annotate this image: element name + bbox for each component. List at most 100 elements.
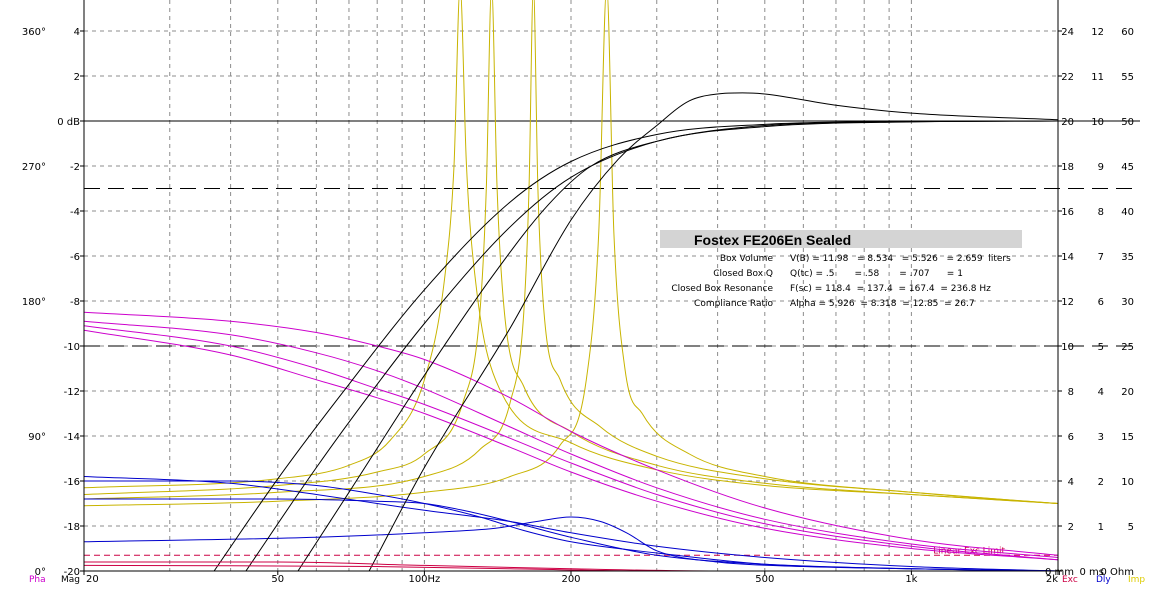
axis-key-dly: Dly [1096,575,1111,585]
right-tick-label: 18 [1061,162,1074,173]
right-tick-label: 55 [1121,72,1134,83]
right-tick-label: 10 [1061,342,1074,353]
axis-keys: Pha Mag Exc Dly Imp [29,575,1145,585]
info-row-values: F(sc) = 118.4 = 137.4 = 167.4 = 236.8 Hz [790,284,991,294]
info-box-title: Fostex FE206En Sealed [694,232,851,248]
right-tick-label: 12 [1091,27,1104,38]
excursion-limit-label: Linear Exc Limit [933,546,1005,556]
delay-curve [84,476,1058,571]
right-tick-label: 3 [1098,432,1104,443]
right-tick-label: 5 [1098,342,1104,353]
frequency-tick-label: 2k [1046,574,1058,585]
magnitude-tick-label: -8 [70,297,80,308]
right-tick-label: 0 mm [1045,567,1074,578]
info-row-label: Closed Box Resonance [671,284,773,294]
right-tick-label: 40 [1121,207,1134,218]
right-tick-label: 0 Ohm [1101,567,1135,578]
frequency-tick-label: 200 [561,574,580,585]
frequency-tick-label: 1k [905,574,917,585]
magnitude-tick-label: -20 [64,567,80,578]
right-tick-label: 45 [1121,162,1134,173]
magnitude-tick-label: 2 [74,72,80,83]
right-tick-label: 5 [1128,522,1134,533]
impedance-curve [84,0,1058,504]
magnitude-tick-label: -6 [70,252,80,263]
frequency-tick-label: 100Hz [408,574,440,585]
right-tick-label: 2 [1068,522,1074,533]
phase-curve [84,320,1058,558]
info-row-values: Alpha = 5.926 = 8.318 = 12.85 = 26.7 [790,299,975,309]
right-tick-label: 0 ms [1080,567,1105,578]
impedance-curve [84,0,1058,504]
info-row-label: Box Volume [720,254,774,264]
impedance-curve [84,0,1058,507]
excursion-curve [84,564,1058,571]
phase-axis: 360° 270° 180° 90° 0° [22,27,46,578]
info-row-values: V(B) = 11.98 = 8.534 = 5.526 = 2.659 lit… [790,254,1011,264]
right-tick-label: 8 [1098,207,1104,218]
info-row-label: Compliance Ratio [694,299,773,309]
right-tick-label: 1 [1098,522,1104,533]
magnitude-tick-label: -14 [64,432,80,443]
magnitude-tick-label: 0 dB [57,117,80,128]
info-row: Closed Box Resonance F(sc) = 118.4 = 137… [671,284,991,294]
right-tick-label: 9 [1098,162,1104,173]
phase-tick-label: 270° [22,162,46,173]
phase-curve [84,311,1058,556]
right-tick-label: 16 [1061,207,1074,218]
curves [84,0,1058,571]
axis-key-imp: Imp [1128,575,1145,585]
info-row: Closed Box Q Q(tc) = .5 = .58 = .707 = 1 [713,269,963,279]
axis-key-exc: Exc [1062,575,1078,585]
phase-curve [84,329,1058,561]
frequency-axis: 20 50 100Hz 200 500 1k 2k [83,571,1059,585]
frequency-tick-label: 500 [755,574,774,585]
right-tick-label: 10 [1091,117,1104,128]
info-box: Fostex FE206En Sealed Box Volume V(B) = … [660,230,1022,309]
frequency-tick-label: 20 [86,574,99,585]
right-tick-label: 24 [1061,27,1074,38]
right-tick-label: 30 [1121,297,1134,308]
magnitude-curve [368,92,1058,571]
axis-key-pha: Pha [29,575,46,585]
right-tick-label: 4 [1068,477,1074,488]
right-tick-label: 50 [1121,117,1134,128]
magnitude-tick-label: -16 [64,477,80,488]
right-tick-label: 20 [1061,117,1074,128]
phase-tick-label: 90° [28,432,46,443]
right-tick-label: 7 [1098,252,1104,263]
magnitude-tick-label: -4 [70,207,80,218]
right-tick-label: 15 [1121,432,1134,443]
right-tick-label: 6 [1098,297,1104,308]
right-tick-label: 60 [1121,27,1134,38]
right-tick-label: 10 [1121,477,1134,488]
impedance-curve [84,0,1058,504]
magnitude-tick-label: -12 [64,387,80,398]
magnitude-axis: 4 2 0 dB -2 -4 -6 -8 -10 -12 -14 -16 -18 -20 [57,27,84,578]
right-tick-label: 4 [1098,387,1104,398]
right-tick-label: 14 [1061,252,1074,263]
excursion-curve [84,561,1058,571]
excursion-limit: Linear Exc Limit [84,546,1058,556]
magnitude-tick-label: -2 [70,162,80,173]
right-tick-label: 11 [1091,72,1104,83]
phase-tick-label: 180° [22,297,46,308]
axis-key-mag: Mag [61,575,80,585]
right-tick-label: 12 [1061,297,1074,308]
info-row-label: Closed Box Q [713,269,773,279]
info-row: Compliance Ratio Alpha = 5.926 = 8.318 =… [694,299,975,309]
magnitude-curve [297,120,1058,571]
right-tick-label: 6 [1068,432,1074,443]
right-tick-label: 25 [1121,342,1134,353]
right-tick-label: 35 [1121,252,1134,263]
magnitude-tick-label: 4 [74,27,80,38]
delay-curve [84,516,1058,571]
right-tick-label: 8 [1068,387,1074,398]
info-row: Box Volume V(B) = 11.98 = 8.534 = 5.526 … [720,254,1011,264]
right-tick-label: 22 [1061,72,1074,83]
right-tick-label: 20 [1121,387,1134,398]
magnitude-tick-label: -10 [64,342,80,353]
magnitude-tick-label: -18 [64,522,80,533]
